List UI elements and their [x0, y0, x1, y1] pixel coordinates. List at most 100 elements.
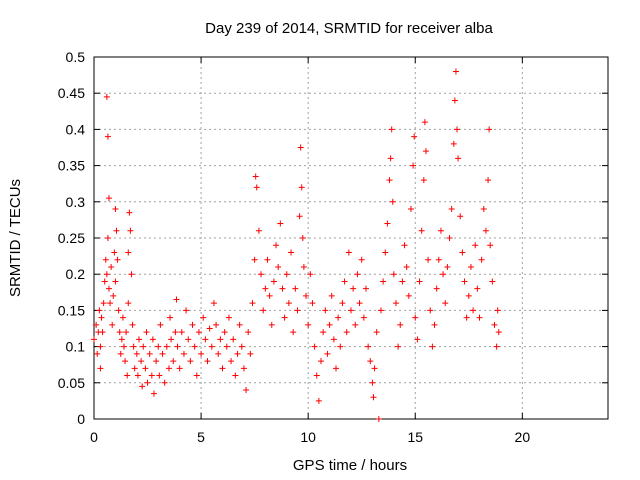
data-point: [153, 358, 160, 365]
data-point: [339, 300, 346, 307]
data-point: [315, 397, 322, 404]
data-point: [358, 256, 365, 263]
data-point: [440, 271, 447, 278]
data-point: [120, 343, 127, 350]
data-point: [104, 133, 111, 140]
data-point: [97, 365, 104, 372]
x-tick-label: 20: [515, 429, 531, 445]
data-point: [112, 278, 119, 285]
data-point: [100, 300, 107, 307]
data-point: [202, 336, 209, 343]
data-point: [103, 271, 110, 278]
data-point: [173, 296, 180, 303]
data-point: [118, 336, 125, 343]
data-point: [348, 307, 354, 314]
data-point: [200, 314, 207, 321]
data-point: [165, 365, 172, 372]
data-point: [143, 329, 150, 336]
y-tick-label: 0.45: [58, 85, 85, 101]
data-point: [253, 184, 260, 191]
data-point: [273, 242, 280, 249]
data-point: [356, 300, 363, 307]
data-point: [465, 292, 472, 299]
data-point: [131, 365, 138, 372]
data-point: [486, 126, 493, 133]
data-point: [474, 285, 481, 292]
x-tick-label: 5: [197, 429, 205, 445]
data-point: [247, 350, 254, 357]
data-point: [140, 343, 147, 350]
data-point: [270, 278, 277, 285]
data-point: [455, 155, 462, 162]
data-point: [425, 256, 432, 263]
data-point: [187, 358, 194, 365]
y-tick-label: 0.4: [66, 121, 86, 137]
data-point: [215, 350, 222, 357]
data-point: [403, 263, 410, 270]
data-point: [387, 155, 394, 162]
data-point: [128, 271, 135, 278]
data-point: [113, 227, 120, 234]
data-point: [262, 285, 269, 292]
data-point: [442, 300, 449, 307]
data-point: [221, 329, 228, 336]
data-point: [208, 343, 215, 350]
data-point: [223, 343, 230, 350]
data-point: [104, 235, 111, 241]
data-point: [108, 263, 115, 270]
data-point: [161, 379, 168, 386]
data-point: [405, 292, 412, 299]
data-point: [399, 278, 406, 285]
data-point: [101, 278, 108, 285]
data-point: [228, 358, 235, 365]
data-point: [105, 195, 112, 202]
data-point: [277, 220, 284, 227]
data-point: [298, 184, 305, 191]
data-point: [463, 314, 470, 321]
data-point: [245, 329, 252, 336]
data-point: [99, 329, 106, 336]
data-point: [183, 307, 190, 314]
data-point: [122, 358, 129, 365]
data-point: [283, 271, 290, 278]
data-point: [452, 68, 459, 75]
data-point: [472, 242, 479, 249]
data-point: [297, 144, 304, 151]
data-point: [168, 336, 175, 343]
data-point: [328, 292, 335, 299]
data-point: [367, 358, 374, 365]
data-point: [433, 285, 440, 292]
data-points: [91, 68, 502, 422]
y-tick-label: 0.5: [66, 49, 86, 65]
data-point: [326, 321, 333, 328]
data-point: [382, 249, 389, 256]
data-point: [354, 271, 361, 278]
data-point: [97, 343, 104, 350]
data-point: [193, 372, 200, 379]
data-point: [377, 307, 384, 314]
data-point: [422, 148, 429, 155]
data-point: [157, 321, 164, 328]
data-point: [305, 321, 312, 328]
data-point: [172, 329, 179, 336]
data-point: [268, 321, 275, 328]
data-point: [176, 365, 183, 372]
data-point: [290, 329, 297, 336]
data-point: [431, 321, 438, 328]
data-point: [236, 321, 243, 328]
data-point: [324, 350, 331, 357]
data-point: [138, 358, 145, 365]
data-point: [435, 256, 442, 263]
y-tick-label: 0.25: [58, 230, 85, 246]
data-point: [258, 271, 265, 278]
data-point: [386, 177, 393, 184]
data-point: [123, 329, 130, 336]
data-point: [392, 300, 399, 307]
x-tick-label: 0: [90, 429, 98, 445]
data-point: [451, 97, 458, 104]
data-point: [266, 292, 273, 299]
data-point: [360, 314, 367, 321]
data-point: [240, 365, 247, 372]
y-tick-label: 0.1: [66, 339, 86, 355]
